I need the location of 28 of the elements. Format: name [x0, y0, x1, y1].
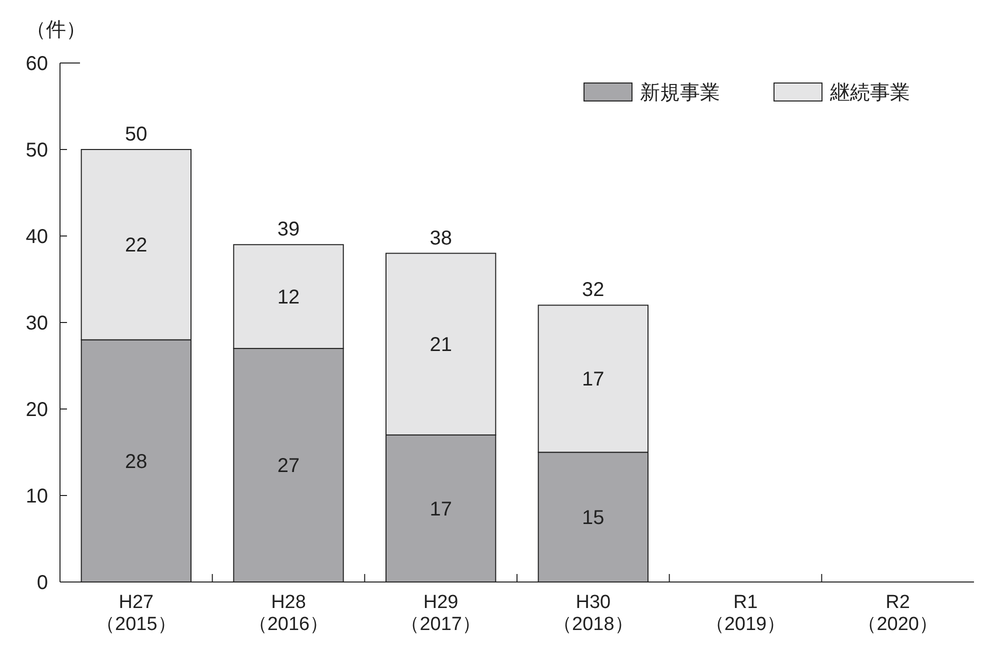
y-axis-title: （件） [26, 19, 86, 41]
y-tick-label: 60 [26, 53, 48, 75]
data-label: 28 [125, 450, 148, 473]
x-tick-label: H28 （2016） [248, 592, 329, 635]
legend-label: 継続事業 [829, 82, 910, 104]
legend-label: 新規事業 [640, 82, 720, 104]
total-label: 50 [125, 124, 148, 146]
data-label: 17 [430, 498, 452, 520]
data-label: 22 [125, 234, 148, 257]
y-tick-label: 10 [26, 486, 48, 508]
total-label: 38 [430, 227, 452, 250]
y-tick-label: 0 [36, 572, 48, 594]
total-label: 39 [277, 218, 300, 241]
x-tick-label: H27 （2015） [96, 592, 176, 635]
x-tick-label: R2 （2020） [858, 592, 938, 635]
data-label: 27 [277, 455, 300, 478]
y-tick-label: 40 [26, 226, 48, 248]
y-tick-label: 30 [26, 312, 48, 334]
data-label: 15 [582, 507, 604, 530]
x-tick-label: H29 （2017） [400, 592, 481, 635]
x-tick-label: H30 （2018） [553, 592, 634, 635]
total-label: 32 [582, 279, 604, 302]
y-tick-label: 50 [26, 140, 48, 162]
data-label: 21 [430, 334, 452, 356]
data-label: 12 [277, 286, 300, 309]
data-label: 17 [582, 368, 604, 391]
x-tick-label: R1 （2019） [705, 592, 786, 635]
y-tick-label: 20 [26, 399, 48, 421]
